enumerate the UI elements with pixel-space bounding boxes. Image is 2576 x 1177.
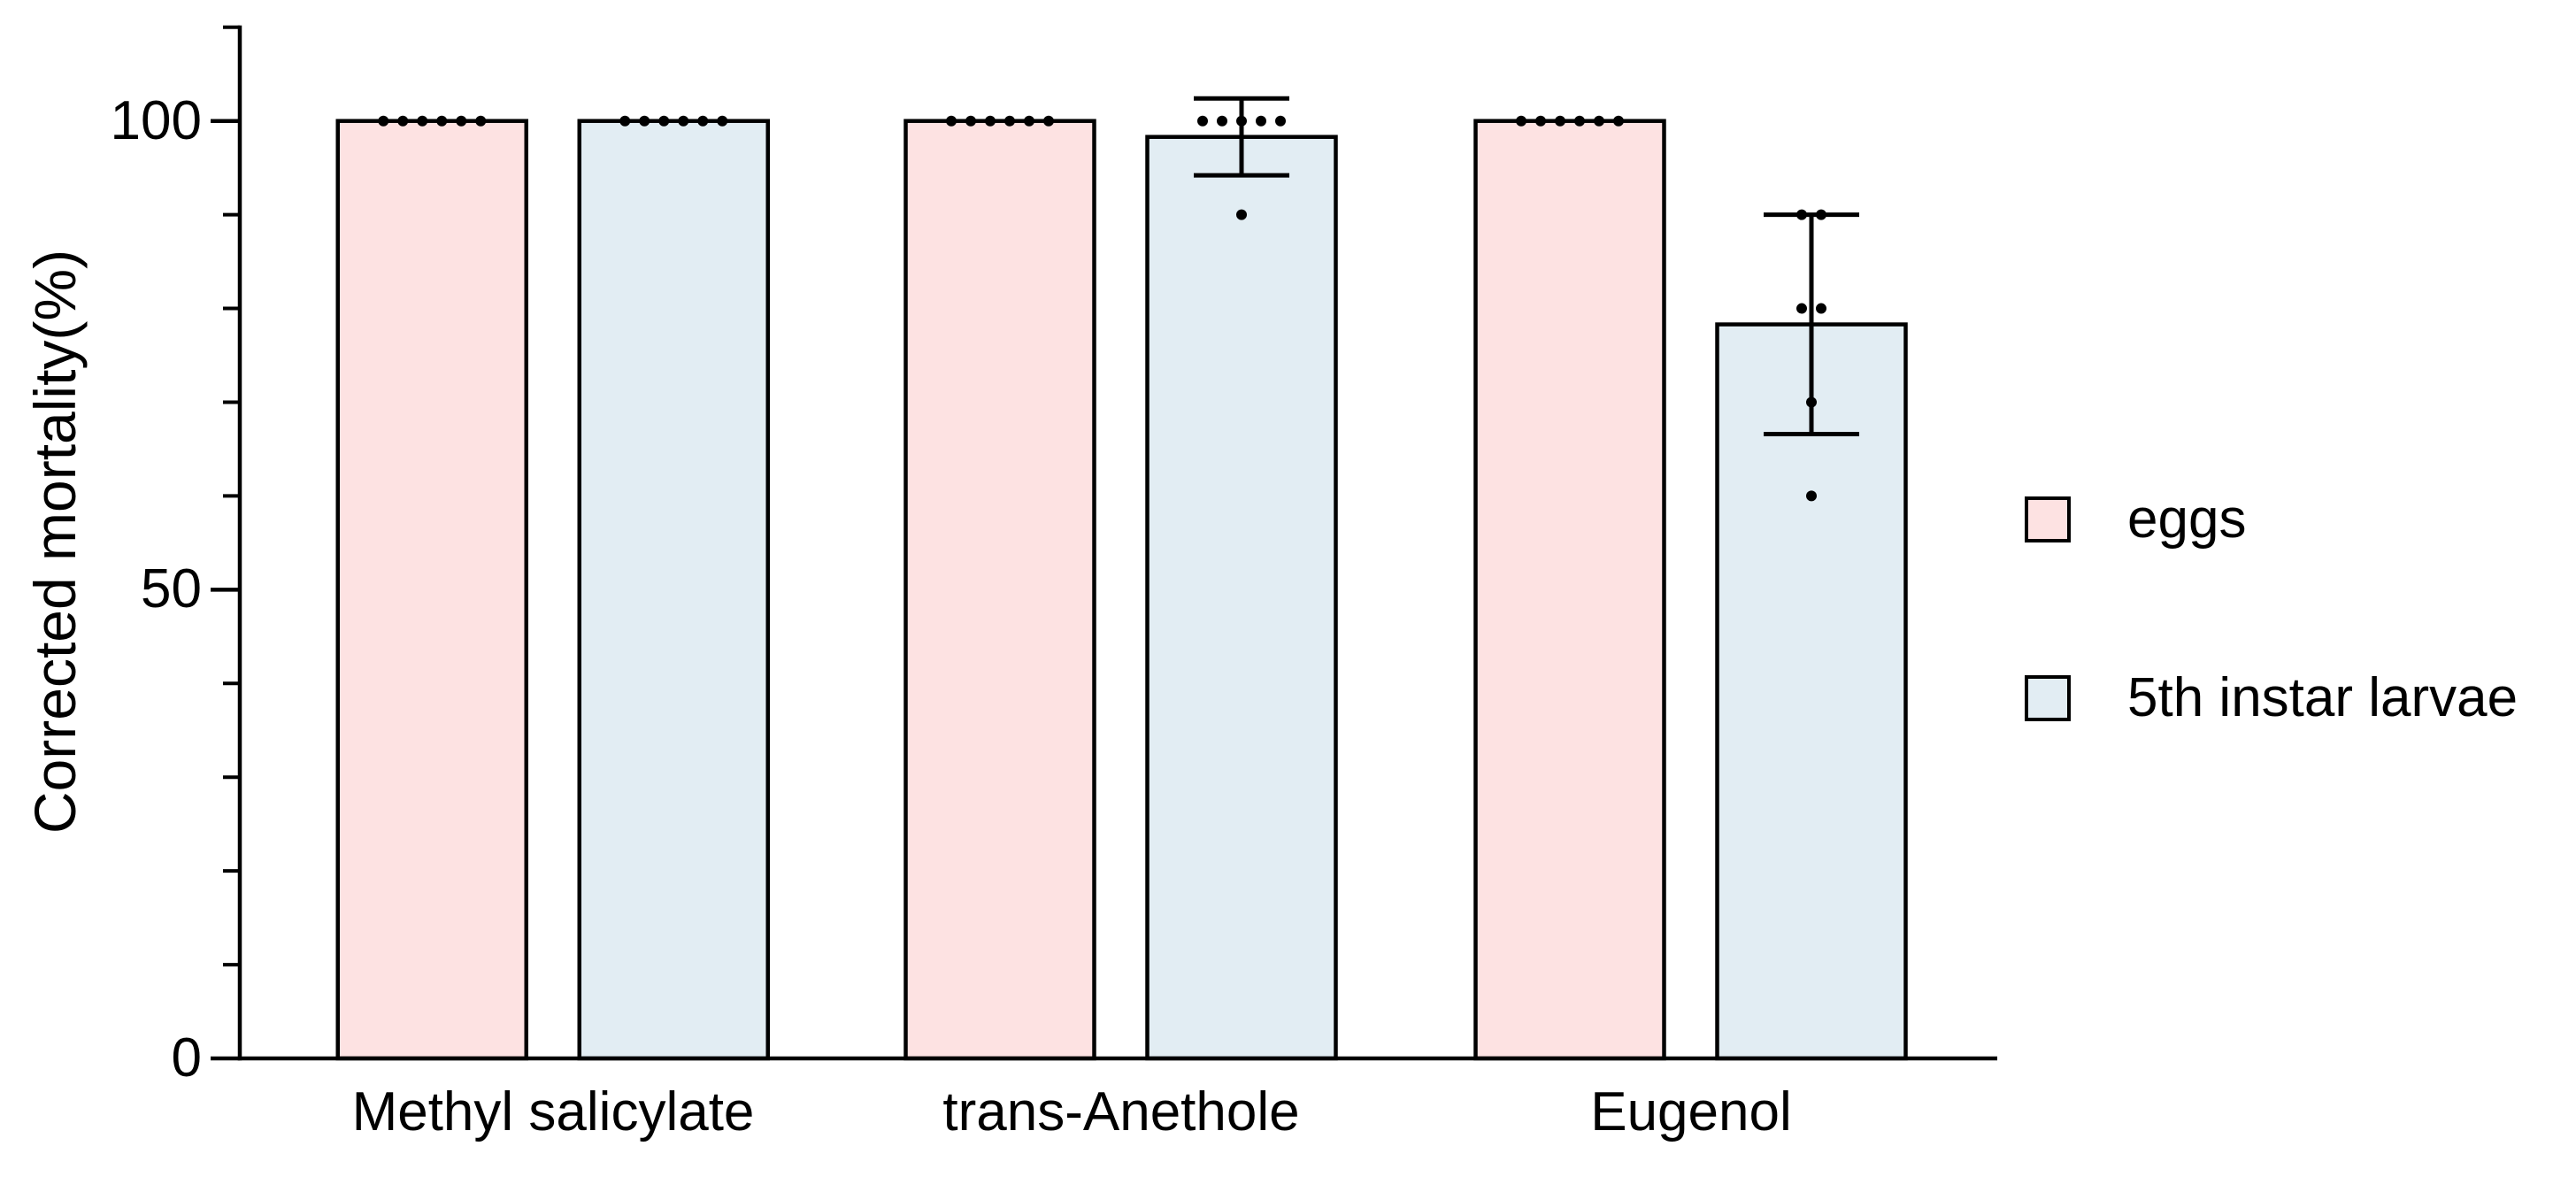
data-point (1816, 209, 1826, 220)
data-point (1594, 115, 1604, 127)
bar-5th-instar-larvae-2 (1715, 322, 1908, 1061)
data-point (1024, 115, 1034, 127)
data-point (639, 115, 650, 127)
data-point (1275, 115, 1286, 127)
data-point (678, 115, 689, 127)
data-point (1217, 115, 1227, 127)
x-category-label-methyl-salicylate: Methyl salicylate (351, 1081, 755, 1142)
data-point (717, 115, 728, 127)
data-point (1806, 396, 1817, 408)
y-tick-label-0: 0 (171, 1027, 202, 1089)
x-category-label-eugenol: Eugenol (1590, 1081, 1792, 1142)
data-point (1613, 115, 1624, 127)
data-point (1004, 115, 1015, 127)
data-point (1796, 303, 1807, 314)
bar-eggs-1 (904, 119, 1096, 1061)
data-point (1256, 115, 1266, 127)
data-point (1816, 303, 1826, 314)
legend-label-eggs: eggs (2127, 488, 2247, 550)
bar-5th-instar-larvae-0 (577, 119, 770, 1061)
data-point (1806, 490, 1817, 502)
data-point (946, 115, 957, 127)
data-point (1796, 209, 1807, 220)
data-point (456, 115, 467, 127)
legend-item-5th-instar-larvae: 5th instar larvae (2025, 671, 2518, 726)
data-point (965, 115, 976, 127)
x-category-label-trans-anethole: trans-Anethole (942, 1081, 1300, 1142)
data-point (475, 115, 487, 127)
bar-5th-instar-larvae-1 (1145, 135, 1338, 1061)
data-point (985, 115, 996, 127)
bar-eggs-0 (335, 119, 528, 1061)
bar-eggs-2 (1473, 119, 1666, 1061)
data-point (1043, 115, 1054, 127)
data-point (697, 115, 709, 127)
legend-label-5th-instar-larvae: 5th instar larvae (2127, 667, 2518, 728)
data-point (619, 115, 631, 127)
y-tick-label-100: 100 (110, 90, 202, 151)
data-point (436, 115, 448, 127)
legend-swatch-eggs (2025, 496, 2071, 542)
y-axis-title: Corrected mortality(%) (22, 249, 88, 835)
data-point (1555, 115, 1565, 127)
data-point (1236, 209, 1247, 220)
legend-item-eggs: eggs (2025, 492, 2246, 547)
data-point (397, 115, 409, 127)
data-point (1574, 115, 1585, 127)
data-point (1535, 115, 1546, 127)
data-point (1516, 115, 1526, 127)
legend-swatch-5th-instar-larvae (2025, 675, 2071, 721)
data-point (1236, 115, 1247, 127)
data-point (1197, 115, 1208, 127)
data-point (378, 115, 389, 127)
data-point (417, 115, 428, 127)
data-point (658, 115, 670, 127)
y-tick-label-50: 50 (141, 558, 202, 619)
